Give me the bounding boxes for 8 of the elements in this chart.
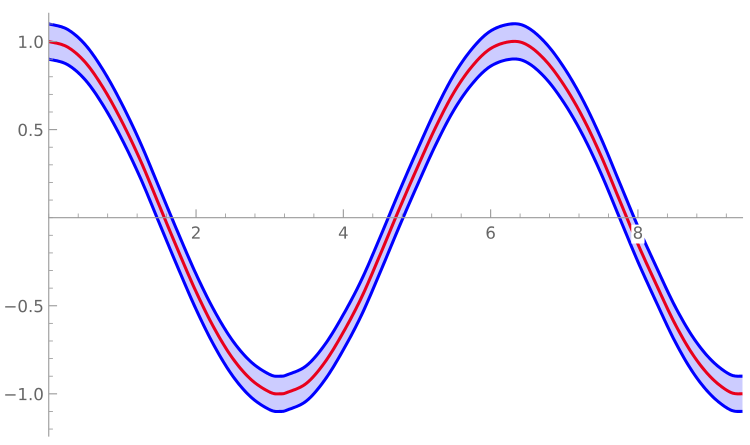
y-tick-label: −1.0 — [5, 388, 43, 400]
y-tick-label: 1.0 — [19, 35, 43, 48]
y-tick-label: −0.5 — [5, 300, 42, 312]
y-tick-label: 0.5 — [18, 124, 42, 136]
x-tick-label: 2 — [192, 226, 200, 239]
x-tick-label: 6 — [486, 226, 495, 239]
x-tick-label: 4 — [338, 226, 348, 239]
x-tick-label: 8 — [634, 226, 642, 239]
